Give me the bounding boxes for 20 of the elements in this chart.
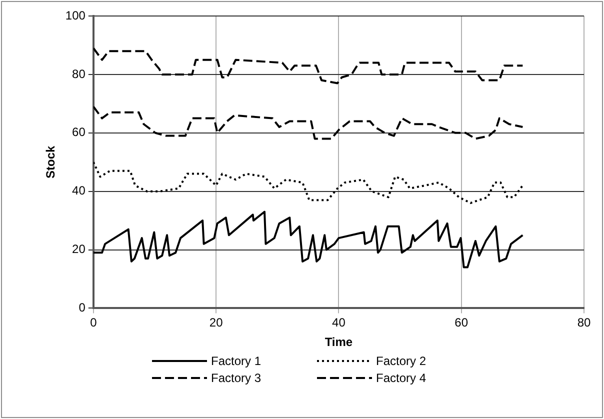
y-axis-title: Stock — [44, 145, 58, 178]
x-tick-label: 40 — [332, 316, 346, 330]
line-series — [93, 161, 524, 204]
legend-label: Factory 3 — [211, 371, 262, 385]
line-series — [93, 47, 524, 84]
legend-label: Factory 4 — [376, 371, 426, 385]
line-series — [93, 106, 524, 140]
x-tick-label: 80 — [577, 316, 591, 330]
legend-label: Factory 1 — [211, 354, 262, 368]
y-tick-label: 0 — [78, 300, 86, 315]
y-tick-label: 20 — [72, 242, 86, 256]
y-tick-label: 60 — [72, 125, 86, 140]
y-tick-label: 100 — [65, 8, 86, 22]
x-tick-label: 0 — [90, 316, 98, 330]
y-tick-label: 80 — [72, 66, 86, 81]
x-tick-label: 60 — [454, 316, 468, 330]
x-axis-title: Time — [324, 335, 353, 350]
y-tick-label: 40 — [72, 184, 86, 198]
x-tick-label: 20 — [209, 316, 224, 330]
legend-label: Factory 2 — [376, 354, 426, 368]
